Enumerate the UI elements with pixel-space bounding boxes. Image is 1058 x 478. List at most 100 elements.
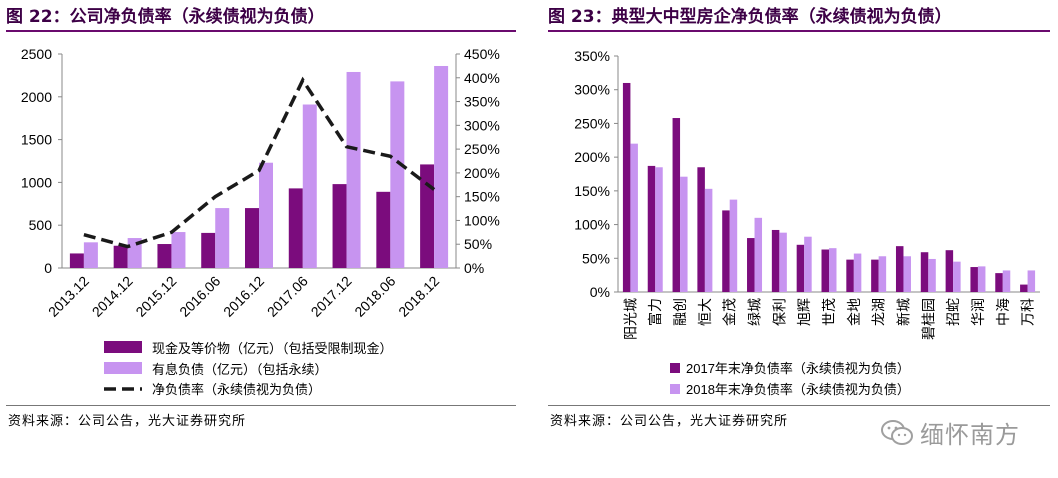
debt-bar (259, 162, 273, 268)
debt-bar (346, 71, 361, 268)
right-chart-title: 图 23：典型大中型房企净负债率（永续债视为负债） (548, 7, 952, 27)
legend-label-2018: 2018年末净负债率（永续债视为负债） (686, 382, 910, 397)
bar-2017 (895, 246, 904, 292)
bar-2017 (871, 259, 879, 292)
bar-2018 (903, 256, 911, 292)
bar-2017 (697, 167, 705, 292)
legend-swatch-debt (104, 362, 142, 374)
bar-2018 (704, 188, 713, 292)
left-title-rule (6, 30, 516, 32)
bar-2018 (1002, 270, 1011, 292)
bar-2017 (1020, 284, 1028, 292)
left-source: 资料来源：公司公告，光大证券研究所 (8, 414, 247, 429)
bar-2017 (722, 210, 730, 292)
y2-tick-label: 200% (464, 165, 500, 181)
bar-2018 (878, 256, 887, 292)
legend-swatch-cash (104, 341, 142, 353)
cash-bar (245, 208, 259, 268)
y2-tick-label: 150% (464, 189, 500, 205)
right-title-rule (548, 30, 1050, 32)
x-tick-label: 2016.12 (220, 273, 267, 320)
debt-bar (302, 104, 317, 268)
bar-2018 (953, 261, 961, 292)
bar-2017 (622, 82, 631, 292)
y-tick-label: 250% (574, 115, 610, 131)
bar-2018 (729, 199, 738, 292)
x-tick-label: 2018.06 (351, 273, 398, 320)
x-tick-label: 2013.12 (45, 273, 92, 320)
left-chart: 0 500 1000 1500 2000 2500 0% 50% 100% 150% 200% 25… (21, 46, 500, 397)
right-source-rule (548, 405, 1050, 406)
bar-2018 (754, 217, 763, 292)
cash-bar (69, 253, 84, 268)
watermark-text: 缅怀南方 (920, 421, 1020, 449)
right-source: 资料来源：公司公告，光大证券研究所 (550, 414, 789, 429)
left-chart-title: 图 22：公司净负债率（永续债视为负债） (6, 7, 325, 27)
bar-2018 (928, 258, 936, 292)
x-tick-label: 华润 (970, 298, 986, 326)
y2-tick-label: 50% (464, 236, 492, 252)
x-tick-label: 2017.12 (308, 273, 355, 320)
debt-bar (215, 208, 230, 268)
x-tick-label: 绿城 (747, 298, 763, 326)
y-tick-label: 150% (574, 183, 610, 199)
x-tick-label: 龙湖 (871, 298, 887, 326)
debt-bar (127, 238, 142, 268)
debt-bar (390, 81, 405, 268)
y2-tick-label: 350% (464, 94, 500, 110)
y-tick-label: 2000 (21, 89, 52, 105)
y2-tick-label: 250% (464, 141, 500, 157)
y-tick-label: 0 (44, 260, 52, 276)
x-tick-label: 世茂 (821, 298, 837, 326)
x-tick-label: 中海 (995, 298, 1011, 326)
bar-2018 (655, 167, 663, 292)
x-tick-label: 2016.06 (176, 273, 223, 320)
bar-2017 (771, 229, 780, 292)
legend-label-debt: 有息负债（亿元）（包括永续） (152, 362, 328, 377)
x-tick-label: 富力 (647, 298, 663, 326)
cash-bar (201, 232, 216, 268)
x-tick-label: 碧桂园 (920, 298, 936, 340)
right-chart: 0%50%100%150%200%250%300%350% 阳光城 富力 融创 恒大金… (574, 48, 1040, 397)
y-tick-label: 50% (582, 250, 610, 266)
bar-2018 (630, 143, 638, 292)
bar-2018 (779, 232, 787, 292)
legend-swatch-2017 (670, 363, 680, 373)
x-tick-label: 恒大 (697, 298, 713, 326)
bar-2017 (796, 244, 805, 292)
legend-swatch-2018 (670, 384, 680, 394)
cash-bar (113, 245, 128, 268)
net-debt-ratio-line (83, 76, 436, 249)
bar-2018 (804, 236, 812, 292)
x-tick-label: 保利 (771, 298, 787, 326)
legend-label-cash: 现金及等价物（亿元）（包括受限制现金） (152, 341, 393, 356)
x-tick-label: 金茂 (722, 298, 738, 326)
wechat-icon (881, 419, 913, 445)
legend-label-2017: 2017年末净负债率（永续债视为负债） (686, 361, 910, 376)
debt-bar (171, 232, 186, 268)
x-tick-label: 2015.12 (132, 273, 179, 320)
bar-2017 (846, 259, 854, 292)
y-tick-label: 200% (574, 149, 610, 165)
x-tick-label: 2017.06 (264, 273, 311, 320)
x-tick-label: 招蛇 (945, 298, 961, 326)
y2-tick-label: 100% (464, 212, 500, 228)
x-tick-label: 融创 (672, 298, 688, 326)
cash-bar (288, 188, 303, 268)
x-tick-label: 2014.12 (89, 273, 136, 320)
x-tick-label: 新城 (895, 298, 911, 326)
x-tick-label: 金地 (846, 298, 862, 326)
y-tick-label: 1000 (21, 174, 52, 190)
debt-bar (83, 242, 98, 268)
bar-2017 (920, 252, 929, 292)
x-tick-label: 2018.12 (395, 273, 442, 320)
watermark: 缅怀南方 (880, 415, 1020, 450)
bar-2018 (1027, 270, 1036, 292)
y-tick-label: 350% (574, 48, 610, 64)
cash-bar (376, 191, 391, 268)
cash-bar (332, 184, 347, 268)
bar-2017 (995, 273, 1003, 292)
bar-2017 (970, 267, 978, 292)
y-tick-label: 1500 (21, 132, 52, 148)
bar-2018 (853, 253, 862, 292)
